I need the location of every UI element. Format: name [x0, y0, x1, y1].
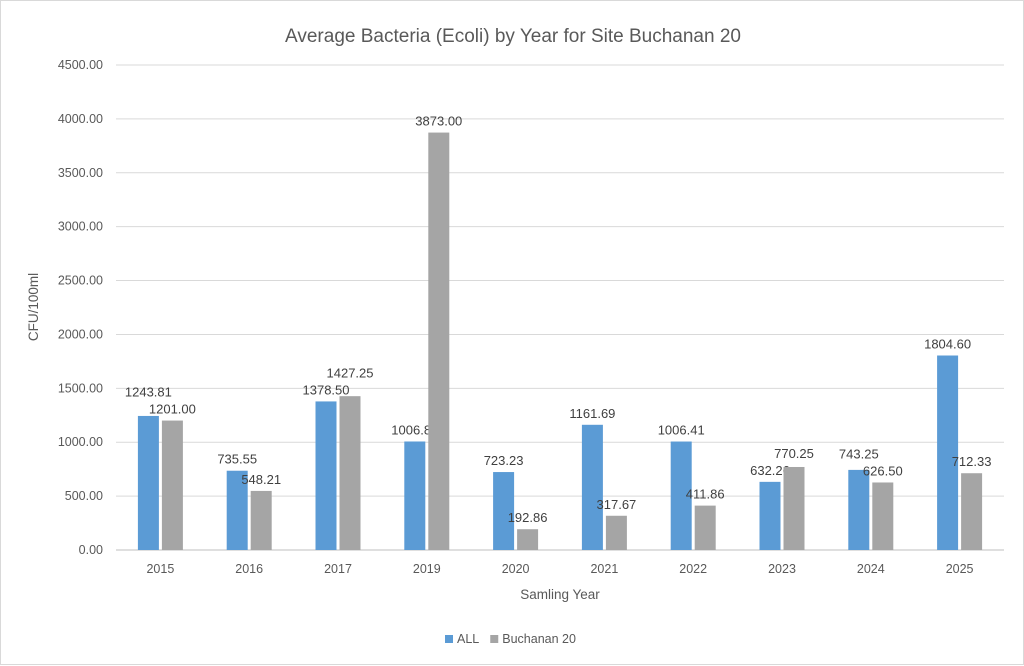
bar-buchanan-20-2019 — [428, 132, 450, 550]
data-label: 632.26 — [750, 463, 790, 478]
x-tick-label: 2019 — [413, 562, 441, 576]
legend-label: Buchanan 20 — [502, 632, 576, 646]
bar-buchanan-20-2024 — [872, 482, 894, 550]
data-label: 743.25 — [839, 446, 879, 461]
data-label: 1243.81 — [125, 385, 172, 400]
data-label: 411.86 — [686, 487, 725, 502]
bar-all-2025 — [937, 355, 959, 550]
bar-buchanan-20-2025 — [961, 473, 983, 550]
bar-all-2017 — [315, 401, 337, 550]
y-tick-label: 0.00 — [79, 543, 103, 557]
bar-buchanan-20-2017 — [339, 396, 361, 550]
bar-all-2016 — [226, 470, 248, 550]
bar-buchanan-20-2023 — [783, 466, 805, 550]
data-label: 712.33 — [952, 454, 992, 469]
data-label: 1006.82 — [391, 422, 438, 437]
y-tick-label: 1000.00 — [58, 435, 103, 449]
data-label: 192.86 — [508, 510, 548, 525]
y-tick-label: 2500.00 — [58, 274, 103, 288]
data-label: 723.23 — [484, 453, 524, 468]
y-tick-label: 1500.00 — [58, 381, 103, 395]
y-tick-label: 2000.00 — [58, 327, 103, 341]
y-axis-label: CFU/100ml — [26, 273, 41, 341]
x-tick-label: 2016 — [235, 562, 263, 576]
y-tick-label: 500.00 — [65, 489, 103, 503]
bar-all-2015 — [137, 415, 159, 550]
data-label: 1427.25 — [327, 365, 374, 380]
y-tick-label: 4500.00 — [58, 58, 103, 72]
y-tick-label: 4000.00 — [58, 112, 103, 126]
legend-label: ALL — [457, 632, 479, 646]
data-label: 1006.41 — [658, 423, 705, 438]
data-label: 626.50 — [863, 463, 903, 478]
x-tick-label: 2021 — [590, 562, 618, 576]
legend-swatch — [445, 635, 453, 643]
bar-buchanan-20-2016 — [250, 490, 272, 550]
legend: ALL Buchanan 20 — [445, 632, 576, 646]
data-label: 1378.50 — [303, 382, 350, 397]
x-tick-label: 2015 — [146, 562, 174, 576]
x-axis-label: Samling Year — [520, 587, 600, 602]
x-tick-label: 2020 — [502, 562, 530, 576]
bar-all-2019 — [404, 441, 426, 550]
x-tick-label: 2024 — [857, 562, 885, 576]
bar-all-2022 — [670, 441, 692, 550]
bar-all-2020 — [493, 472, 515, 550]
bar-all-2024 — [848, 469, 870, 550]
x-tick-label: 2017 — [324, 562, 352, 576]
data-label: 1201.00 — [149, 402, 196, 417]
data-label: 548.21 — [241, 472, 281, 487]
bar-buchanan-20-2015 — [161, 420, 183, 550]
data-label: 1804.60 — [924, 337, 971, 352]
x-tick-label: 2023 — [768, 562, 796, 576]
bar-buchanan-20-2020 — [517, 529, 539, 550]
data-label: 1161.69 — [569, 406, 615, 421]
bar-all-2021 — [581, 424, 603, 550]
legend-swatch — [490, 635, 499, 643]
data-label: 735.55 — [217, 452, 257, 467]
bar-buchanan-20-2022 — [694, 505, 716, 550]
y-tick-label: 3500.00 — [58, 166, 103, 180]
data-label: 770.25 — [774, 446, 814, 461]
x-tick-label: 2025 — [946, 562, 974, 576]
chart-title: Average Bacteria (Ecoli) by Year for Sit… — [285, 26, 741, 47]
data-label: 3873.00 — [415, 114, 462, 129]
data-label: 317.67 — [597, 497, 637, 512]
y-tick-label: 3000.00 — [58, 220, 103, 234]
bar-buchanan-20-2021 — [605, 515, 627, 550]
x-tick-label: 2022 — [679, 562, 707, 576]
bar-all-2023 — [759, 481, 781, 550]
